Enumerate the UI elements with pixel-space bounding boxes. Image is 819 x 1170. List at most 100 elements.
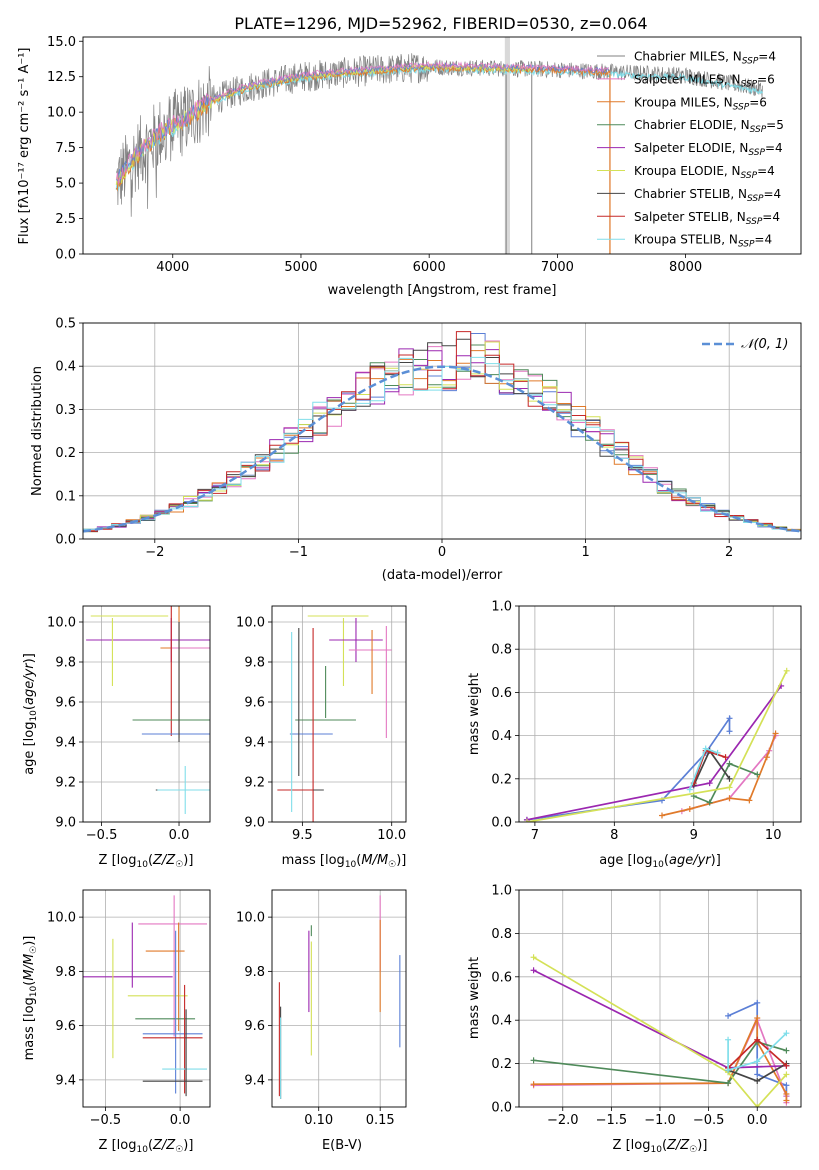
y-tick-label: 2.5	[55, 212, 76, 227]
y-tick-label: 9.6	[55, 696, 76, 711]
legend-entry-value: =5	[766, 118, 784, 132]
legend-entry-subscript: SSP	[741, 171, 758, 181]
legend-entry: Kroupa STELIB, NSSP=4	[634, 233, 772, 250]
legend-entry: Salpeter MILES, NSSP=6	[634, 72, 775, 89]
y-tick-label: 9.0	[55, 816, 76, 831]
histogram-chabrier-stelib	[83, 338, 801, 533]
plot-area	[115, 37, 764, 254]
axes-frame	[82, 36, 802, 255]
y-tick-label: 0.8	[491, 643, 512, 658]
legend-entry-text: Chabrier MILES, N	[634, 50, 742, 64]
plot-area	[530, 954, 790, 1107]
x-tick-label: 9	[690, 828, 698, 843]
x-tick-label: 9.5	[292, 828, 313, 843]
y-axis-label: Flux [fλ10⁻¹⁷ erg cm⁻² s⁻¹ A⁻¹]	[17, 48, 32, 245]
y-tick-label: 9.4	[244, 1073, 265, 1088]
x-tick-label: −2	[145, 545, 164, 560]
x-tick-label: −1.5	[596, 1113, 628, 1128]
x-tick-label: 8000	[669, 260, 702, 275]
x-tick-label: 0.0	[747, 1113, 768, 1128]
legend-entry-text: Kroupa STELIB, N	[634, 233, 738, 247]
y-tick-label: 9.6	[244, 696, 265, 711]
legend-entry-text: Chabrier STELIB, N	[634, 187, 747, 201]
y-tick-label: 9.8	[244, 656, 265, 671]
plot-area	[83, 895, 208, 1097]
x-tick-label: 4000	[156, 260, 189, 275]
y-tick-label: 9.2	[55, 776, 76, 791]
plot-area	[83, 331, 801, 533]
y-tick-label: 0.2	[491, 772, 512, 787]
x-tick-label: 1	[581, 545, 589, 560]
legend-entry: Chabrier MILES, NSSP=4	[634, 50, 776, 67]
y-tick-label: 0.0	[55, 248, 76, 263]
legend-entry-subscript: SSP	[746, 217, 763, 227]
x-axis-label: wavelength [Angstrom, rest frame]	[328, 283, 557, 298]
x-tick-label: 0.0	[170, 1113, 191, 1128]
y-tick-label: 10.0	[47, 616, 76, 631]
legend-entry: Salpeter ELODIE, NSSP=4	[634, 141, 783, 158]
x-axis-label: age [log10(age/yr)]	[599, 853, 721, 870]
y-tick-label: 10.0	[236, 911, 265, 926]
x-axis-label: (data-model)/error	[382, 568, 503, 583]
axes-frame	[518, 605, 802, 823]
figure-title: PLATE=1296, MJD=52962, FIBERID=0530, z=0…	[234, 14, 647, 33]
chart-age-vs-mass: 9.5 10.0 9.0 9.2 9.4 9.6 9.8 10.0 mass [log10(M/…	[236, 605, 407, 870]
x-tick-label: −1.0	[644, 1113, 676, 1128]
x-axis-label: Z [log10(Z/Z☉)]	[99, 1138, 194, 1155]
x-tick-label: 10.0	[377, 828, 406, 843]
x-tick-label: 10	[765, 828, 782, 843]
x-tick-label: −1	[289, 545, 308, 560]
legend-entry-subscript: SSP	[733, 102, 750, 112]
y-tick-label: 5.0	[55, 177, 76, 192]
y-axis-label: Normed distribution	[30, 366, 45, 496]
y-tick-label: 9.4	[55, 736, 76, 751]
y-tick-label: 9.8	[55, 965, 76, 980]
y-tick-label: 0.2	[55, 446, 76, 461]
y-tick-label: 10.0	[236, 616, 265, 631]
legend-entry-value: =4	[764, 187, 782, 201]
y-tick-label: 9.8	[55, 656, 76, 671]
x-tick-label: 0.0	[169, 828, 190, 843]
y-tick-label: 0.1	[55, 489, 76, 504]
x-tick-label: 7	[531, 828, 539, 843]
axes-frame	[82, 889, 211, 1108]
y-tick-label: 0.0	[491, 816, 512, 831]
y-tick-label: 1.0	[491, 600, 512, 615]
legend-entry-value: =4	[757, 164, 775, 178]
y-tick-label: 9.4	[55, 1073, 76, 1088]
legend-entry-text: Salpeter MILES, N	[634, 72, 741, 86]
legend-entry-subscript: SSP	[748, 148, 765, 158]
legend-entry: Salpeter STELIB, NSSP=4	[634, 210, 780, 227]
y-tick-label: 0.3	[55, 403, 76, 418]
legend-entry-text: Salpeter STELIB, N	[634, 210, 746, 224]
y-tick-label: 7.5	[55, 141, 76, 156]
weight-line-chabrier-elodie	[693, 762, 758, 804]
legend-entry-value: =4	[758, 50, 776, 64]
histogram-salpeter-elodie	[83, 348, 801, 531]
plot-area	[523, 667, 790, 822]
y-tick-label: 0.6	[491, 970, 512, 985]
legend-entry-text: Chabrier ELODIE, N	[634, 118, 750, 132]
y-tick-label: 9.0	[244, 816, 265, 831]
x-tick-label: 6000	[413, 260, 446, 275]
y-tick-label: 15.0	[47, 35, 76, 50]
legend-entry-text: Kroupa MILES, N	[634, 95, 733, 109]
weight-line-kroupa-elodie	[533, 956, 788, 1107]
chart-residuals: −2 −1 0 1 2 0.0 0.1 0.2 0.3 0.4 0.5 𝒩(0, 1) (data-mo…	[30, 317, 802, 583]
chart-mass-vs-EBV: 0.10 0.15 9.4 9.6 9.8 10.0 E(B-V)	[236, 889, 407, 1153]
y-tick-label: 0.4	[491, 729, 512, 744]
legend-entry-text: Kroupa ELODIE, N	[634, 164, 741, 178]
x-tick-label: −0.5	[86, 828, 118, 843]
legend-entry-subscript: SSP	[741, 79, 758, 89]
y-tick-label: 0.4	[55, 360, 76, 375]
x-tick-label: 0.15	[366, 1113, 395, 1128]
y-tick-label: 0.6	[491, 686, 512, 701]
model-spectrum-line	[115, 63, 532, 185]
y-tick-label: 0.2	[491, 1057, 512, 1072]
legend-entry: Kroupa ELODIE, NSSP=4	[634, 164, 775, 181]
legend-entry: 𝒩(0, 1)	[741, 337, 788, 352]
x-axis-label: mass [log10(M/M☉)]	[282, 853, 407, 870]
